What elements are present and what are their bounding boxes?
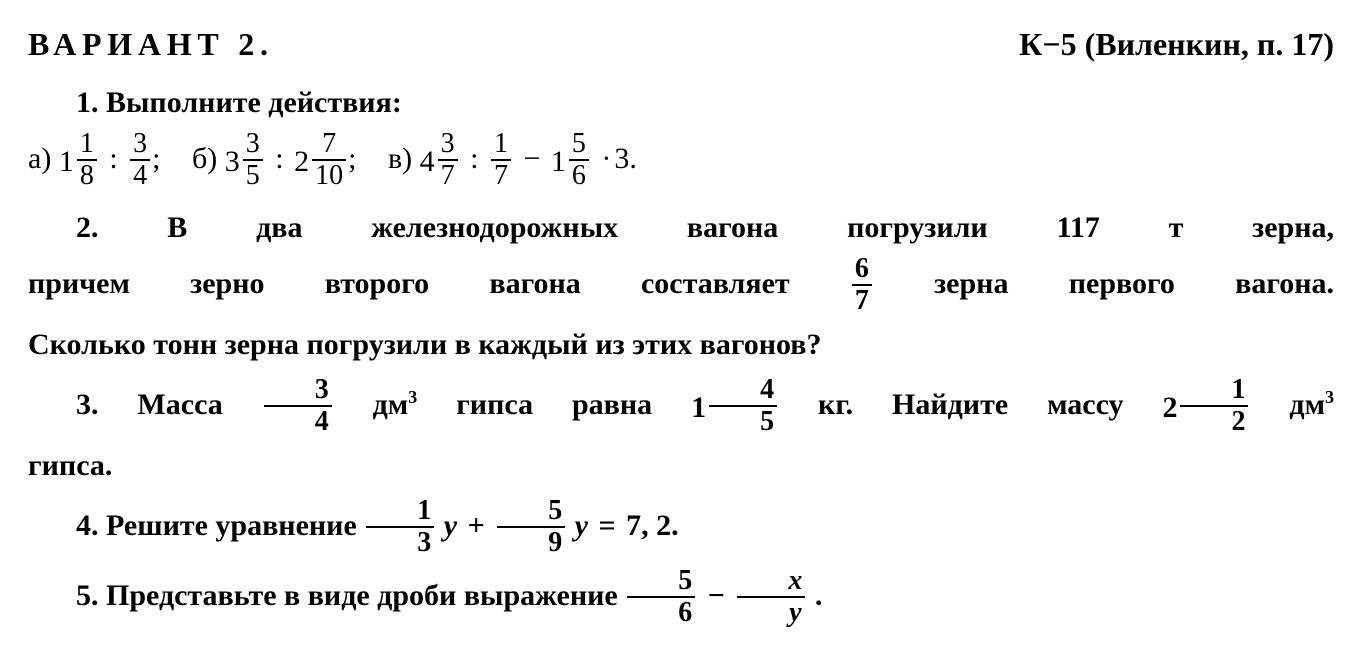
p1-c-frac1: 37 <box>438 130 458 190</box>
p3-e: дм <box>1289 388 1325 421</box>
p1-b-int2: 2 <box>294 145 309 178</box>
header-right: К−5 (Виленкин, п. 17) <box>1019 20 1334 68</box>
p5-op: − <box>708 579 725 612</box>
p1-c-tail: 3. <box>614 142 637 175</box>
p3-d: кг. Найдите массу <box>818 388 1162 421</box>
p1-c-frac3: 56 <box>569 130 589 190</box>
p5-f2: xy <box>737 567 805 627</box>
p1-b: б) 335 : 2710; <box>192 131 356 191</box>
p4-op1: + <box>468 509 485 542</box>
p3-sup2: 3 <box>1325 387 1334 407</box>
p1-c-op3: · <box>601 142 611 175</box>
p1-a-label: а) <box>28 142 51 175</box>
p4-a: 4. Решите уравнение <box>76 509 364 542</box>
p1-b-op: : <box>275 142 283 175</box>
p1-c-label: в) <box>388 142 412 175</box>
problem-1-expressions: а) 118 : 34; б) 335 : 2710; в) 437 : 17 … <box>28 131 1334 191</box>
p1-b-frac1: 35 <box>243 130 263 190</box>
problem-5: 5. Представьте в виде дроби выражение 56… <box>28 568 1334 628</box>
problem-3-line2: гипса. <box>28 443 1334 488</box>
p1-a: а) 118 : 34; <box>28 131 161 191</box>
p3-f1: 34 <box>264 376 332 436</box>
p2-l2-frac: 67 <box>852 255 872 315</box>
p2-l1b: два железнодорожных вагона погрузили 117… <box>256 211 1334 244</box>
header-row: ВАРИАНТ 2. К−5 (Виленкин, п. 17) <box>28 20 1334 68</box>
p1-b-frac2: 710 <box>312 130 346 190</box>
p4-var1: y <box>444 509 457 542</box>
p2-l2b: зерна первого вагона. <box>934 267 1334 300</box>
p3-f3: 12 <box>1180 376 1248 436</box>
problem-3-line1: 3. Масса 34 дм3 гипса равна 145 кг. Найд… <box>28 377 1334 437</box>
p3-sup1: 3 <box>408 387 417 407</box>
p4-f1: 13 <box>366 497 434 557</box>
p1-c-frac2: 17 <box>491 130 511 190</box>
p4-rhs: 7, 2. <box>626 509 679 542</box>
p1-c: в) 437 : 17 − 156 ·3. <box>388 131 637 191</box>
p2-l2a: причем зерно второго вагона составляет <box>28 267 850 300</box>
problem-4: 4. Решите уравнение 13 y + 59 y = 7, 2. <box>28 498 1334 558</box>
problem-1-intro: 1. Выполните действия: <box>28 80 1334 125</box>
p2-l3: Сколько тонн зерна погрузили в каждый из… <box>28 328 821 361</box>
p3-f2-int: 1 <box>691 391 706 424</box>
p3-a: 3. Масса <box>76 388 262 421</box>
p1-a-op: : <box>109 142 117 175</box>
p1-b-label: б) <box>192 142 217 175</box>
p2-l1a: 2. В <box>76 211 256 244</box>
problem-2-line3: Сколько тонн зерна погрузили в каждый из… <box>28 322 1334 367</box>
p1-intro-text: 1. Выполните действия: <box>76 86 402 119</box>
p3-f3-int: 2 <box>1162 391 1177 424</box>
p1-a-frac1: 18 <box>77 130 97 190</box>
p4-var2: y <box>575 509 588 542</box>
problem-2-line2: причем зерно второго вагона составляет 6… <box>28 256 1334 316</box>
p1-a-int: 1 <box>59 145 74 178</box>
p1-a-frac2: 34 <box>130 130 150 190</box>
p1-b-int1: 3 <box>225 145 240 178</box>
p3-tail: гипса. <box>28 449 112 482</box>
p1-b-end: ; <box>348 142 356 175</box>
p3-b: дм <box>373 388 409 421</box>
p1-c-op1: : <box>470 142 478 175</box>
p1-c-op2: − <box>523 142 540 175</box>
header-left: ВАРИАНТ 2. <box>28 20 274 68</box>
p5-end: . <box>815 579 823 612</box>
p3-c: гипса равна <box>456 388 691 421</box>
problem-2-line1: 2. В два железнодорожных вагона погрузил… <box>28 205 1334 250</box>
p3-f2: 45 <box>709 376 777 436</box>
p4-op2: = <box>599 509 616 542</box>
p1-c-int3: 1 <box>551 145 566 178</box>
p5-a: 5. Представьте в виде дроби выражение <box>76 579 625 612</box>
p4-f2: 59 <box>497 497 565 557</box>
p5-f1: 56 <box>627 567 695 627</box>
p1-a-end: ; <box>152 142 160 175</box>
p1-c-int1: 4 <box>420 145 435 178</box>
